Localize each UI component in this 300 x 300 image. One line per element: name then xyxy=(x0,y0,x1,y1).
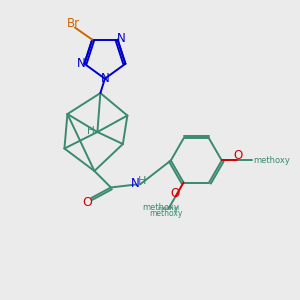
Text: methoxy: methoxy xyxy=(149,209,182,218)
Text: N: N xyxy=(76,57,85,70)
Text: methoxy: methoxy xyxy=(253,156,290,165)
Text: H: H xyxy=(87,125,95,136)
Text: N: N xyxy=(131,177,140,190)
Text: N: N xyxy=(117,32,126,45)
Text: O: O xyxy=(171,187,180,200)
Text: H: H xyxy=(138,176,146,187)
Text: N: N xyxy=(100,72,109,85)
Text: methyl: methyl xyxy=(158,206,180,211)
Text: O: O xyxy=(82,196,92,209)
Text: O: O xyxy=(234,149,243,163)
Text: methoxy: methoxy xyxy=(142,203,179,212)
Text: Br: Br xyxy=(67,17,80,30)
